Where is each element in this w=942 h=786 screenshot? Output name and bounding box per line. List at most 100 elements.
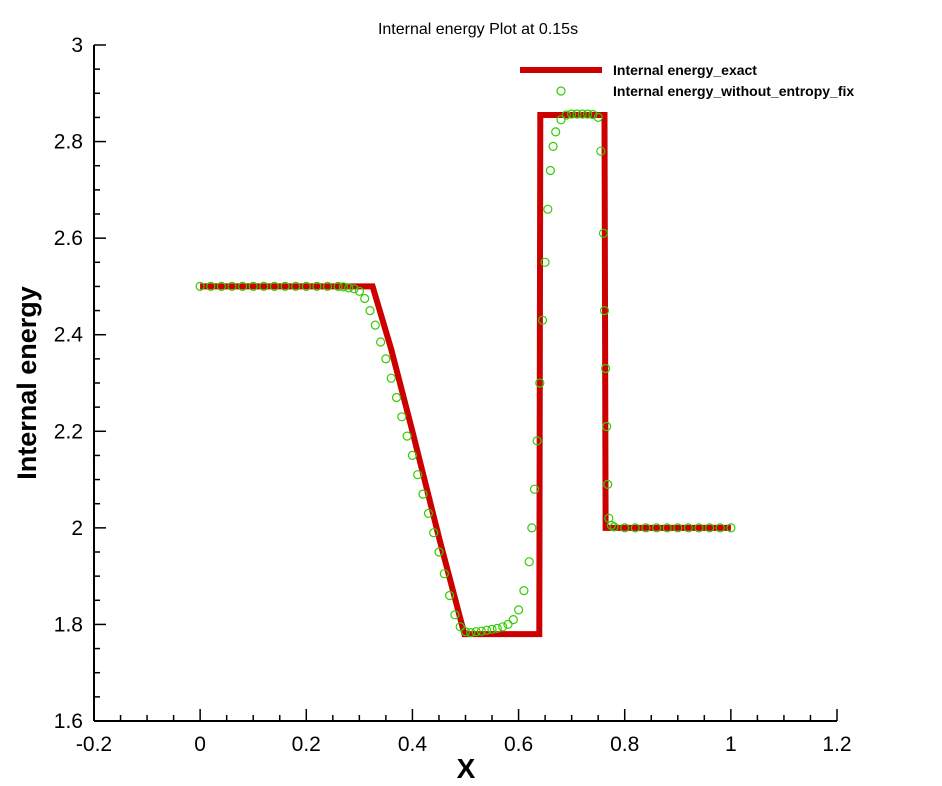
series-marker (365, 306, 375, 316)
series-marker (360, 293, 370, 304)
series-marker (216, 281, 226, 291)
series-marker (381, 354, 391, 364)
x-tick-label: 1 (725, 733, 737, 756)
legend-marker-swatch (556, 86, 566, 96)
series-marker (527, 523, 537, 533)
series-marker (529, 484, 540, 494)
series-marker (694, 523, 704, 533)
series-marker (662, 523, 672, 533)
series-marker (370, 320, 380, 330)
series-marker (445, 590, 455, 601)
x-tick-label: 0 (194, 733, 206, 756)
series-marker (238, 281, 248, 291)
y-tick-label: 3 (71, 34, 83, 57)
series-marker (269, 281, 279, 291)
series-marker (577, 109, 587, 119)
series-marker (413, 470, 423, 480)
y-tick-label: 2.8 (54, 131, 83, 154)
series-marker (407, 450, 417, 460)
series-marker (471, 627, 481, 637)
legend: Internal energy_exact Internal energy_wit… (520, 62, 854, 99)
series-marker (704, 523, 715, 533)
series-marker (600, 363, 611, 374)
series-marker (602, 421, 612, 432)
series-marker (434, 547, 444, 557)
y-tick-label: 2.6 (54, 227, 83, 250)
series-marker (593, 112, 603, 123)
series-marker (641, 523, 651, 533)
series-marker (599, 306, 610, 316)
series-marker (566, 109, 577, 119)
series-marker (513, 605, 524, 615)
series-marker (227, 281, 237, 291)
series-marker (322, 281, 333, 291)
series-marker (492, 623, 502, 633)
series-marker (312, 281, 322, 291)
plot-area (195, 109, 736, 638)
series-marker (582, 109, 593, 119)
series-marker (338, 282, 348, 292)
legend-label: Internal energy_exact (613, 62, 757, 78)
series-marker (508, 614, 518, 625)
series-marker (498, 622, 508, 632)
series-marker (596, 146, 606, 156)
series-marker (418, 489, 428, 499)
series-marker (556, 115, 566, 125)
series-marker (439, 569, 449, 579)
series-marker (386, 373, 396, 383)
series-marker (572, 109, 582, 119)
series-marker (195, 281, 205, 291)
x-tick-label: -0.2 (76, 733, 112, 756)
series-marker (620, 523, 630, 533)
series-marker (455, 622, 465, 632)
series-marker (551, 127, 561, 137)
series-marker (397, 412, 407, 422)
series-marker (545, 165, 556, 176)
series-marker (540, 257, 550, 267)
series-marker (259, 281, 269, 291)
series-marker (603, 479, 613, 489)
x-tick-label: 0.4 (398, 733, 428, 756)
series-line-exact (200, 112, 731, 638)
series-marker (291, 281, 301, 291)
series-marker (344, 283, 354, 293)
series-marker (532, 436, 542, 446)
series-marker (519, 585, 529, 596)
y-tick-label: 1.8 (54, 613, 83, 636)
legend-label: Internal energy_without_entropy_fix (613, 83, 854, 99)
series-marker (537, 315, 548, 325)
series-marker (588, 109, 598, 120)
series-marker (487, 624, 497, 634)
y-tick-label: 1.6 (54, 710, 83, 733)
series-marker (651, 523, 662, 533)
series-marker (715, 523, 725, 533)
x-tick-label: 0.6 (504, 733, 533, 756)
series-marker (482, 625, 492, 635)
series-marker (726, 523, 736, 533)
series-marker (598, 228, 609, 238)
axes: -0.2 0 0.2 0.4 0.6 0.8 1 1.2 1.6 1.8 2 2.2 2.4 2.6 2.8… (54, 34, 852, 756)
x-tick-label: 0.8 (610, 733, 639, 756)
series-marker (391, 392, 402, 403)
series-marker (206, 281, 216, 291)
series-marker (333, 281, 343, 291)
series-marker (673, 523, 683, 533)
y-tick-label: 2.4 (54, 324, 84, 347)
series-marker (524, 557, 534, 567)
series-marker (376, 337, 386, 347)
x-axis-label: X (457, 753, 476, 784)
series-marker (630, 523, 640, 533)
chart-title: Internal energy Plot at 0.15s (378, 21, 578, 38)
series-marker (280, 281, 290, 291)
series-marker (429, 528, 439, 538)
series-marker (248, 281, 258, 291)
y-tick-label: 2 (71, 517, 83, 540)
series-marker (683, 523, 694, 533)
series-marker (476, 626, 486, 636)
series-marker (466, 627, 476, 638)
series-marker (503, 619, 513, 630)
series-marker (548, 141, 558, 151)
x-tick-label: 1.2 (822, 733, 851, 756)
x-tick-label: 0.2 (292, 733, 321, 756)
series-marker (561, 110, 571, 120)
